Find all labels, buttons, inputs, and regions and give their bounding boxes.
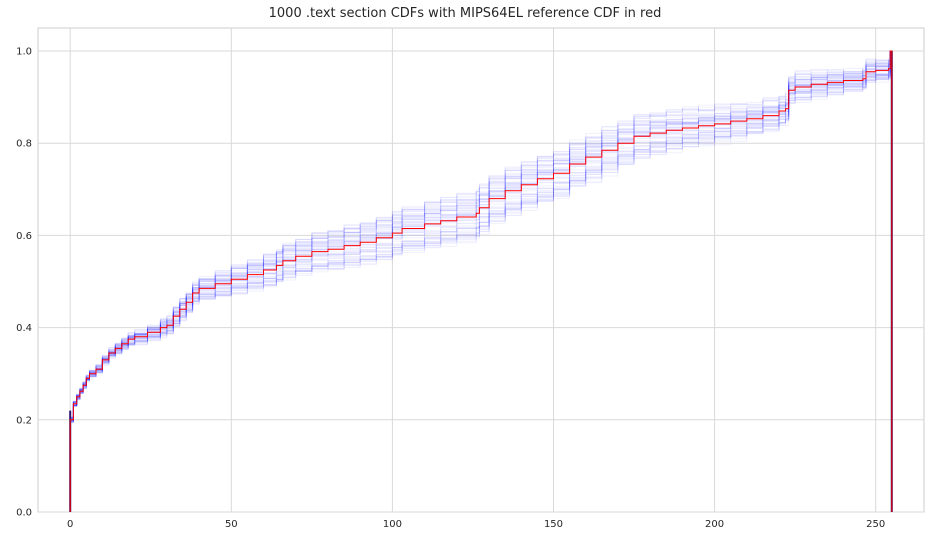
y-tick-label: 0.6 [16,231,32,242]
y-tick-label: 0.4 [16,323,32,334]
chart-title: 1000 .text section CDFs with MIPS64EL re… [269,6,662,21]
sample-cdf-line [69,50,893,512]
reference-cdf-line [69,50,893,512]
x-tick-label: 0 [67,519,73,530]
sample-cdf-line [69,50,893,512]
sample-cdf-line [69,50,893,512]
sample-cdf-line [69,50,893,512]
sample-cdf-line [69,50,893,512]
sample-cdf-line [69,50,893,512]
sample-cdf-line [69,50,893,512]
y-axis-ticks: 0.0 0.2 0.4 0.6 0.8 1.0 [16,47,32,519]
sample-cdf-line [69,50,893,512]
sample-cdf-line [69,50,893,512]
y-tick-label: 0.2 [16,415,32,426]
reference-cdf-layer [69,50,893,512]
x-axis-ticks: 0 50 100 150 200 250 [67,519,885,530]
sample-cdf-line [69,50,893,512]
sample-cdf-line [69,50,893,512]
sample-cdf-line [69,50,893,512]
sample-cdf-line [69,50,893,512]
sample-cdf-line [69,50,893,512]
sample-cdf-line [69,50,893,512]
x-tick-label: 250 [866,519,885,530]
sample-cdf-line [69,50,893,512]
y-tick-label: 0.8 [16,139,32,150]
sample-cdf-line [69,50,893,512]
plot-area [37,27,925,513]
x-tick-label: 50 [225,519,238,530]
sample-cdf-line [69,50,893,512]
sample-cdf-line [69,50,893,512]
sample-cdf-line [69,50,893,512]
sample-cdf-line [69,50,893,512]
sample-cdf-line [69,50,893,512]
sample-cdf-line [69,50,893,512]
sample-cdf-line [69,50,893,512]
y-tick-label: 1.0 [16,47,32,58]
x-tick-label: 150 [544,519,563,530]
x-tick-label: 100 [383,519,402,530]
sample-cdf-line [69,50,893,512]
y-tick-label: 0.0 [16,508,32,519]
sample-cdf-line [69,50,893,512]
sample-cdf-line [69,50,893,512]
sample-cdf-line [69,50,893,512]
x-tick-label: 200 [705,519,724,530]
sample-cdf-line [69,50,893,512]
sample-cdf-line [69,50,893,512]
